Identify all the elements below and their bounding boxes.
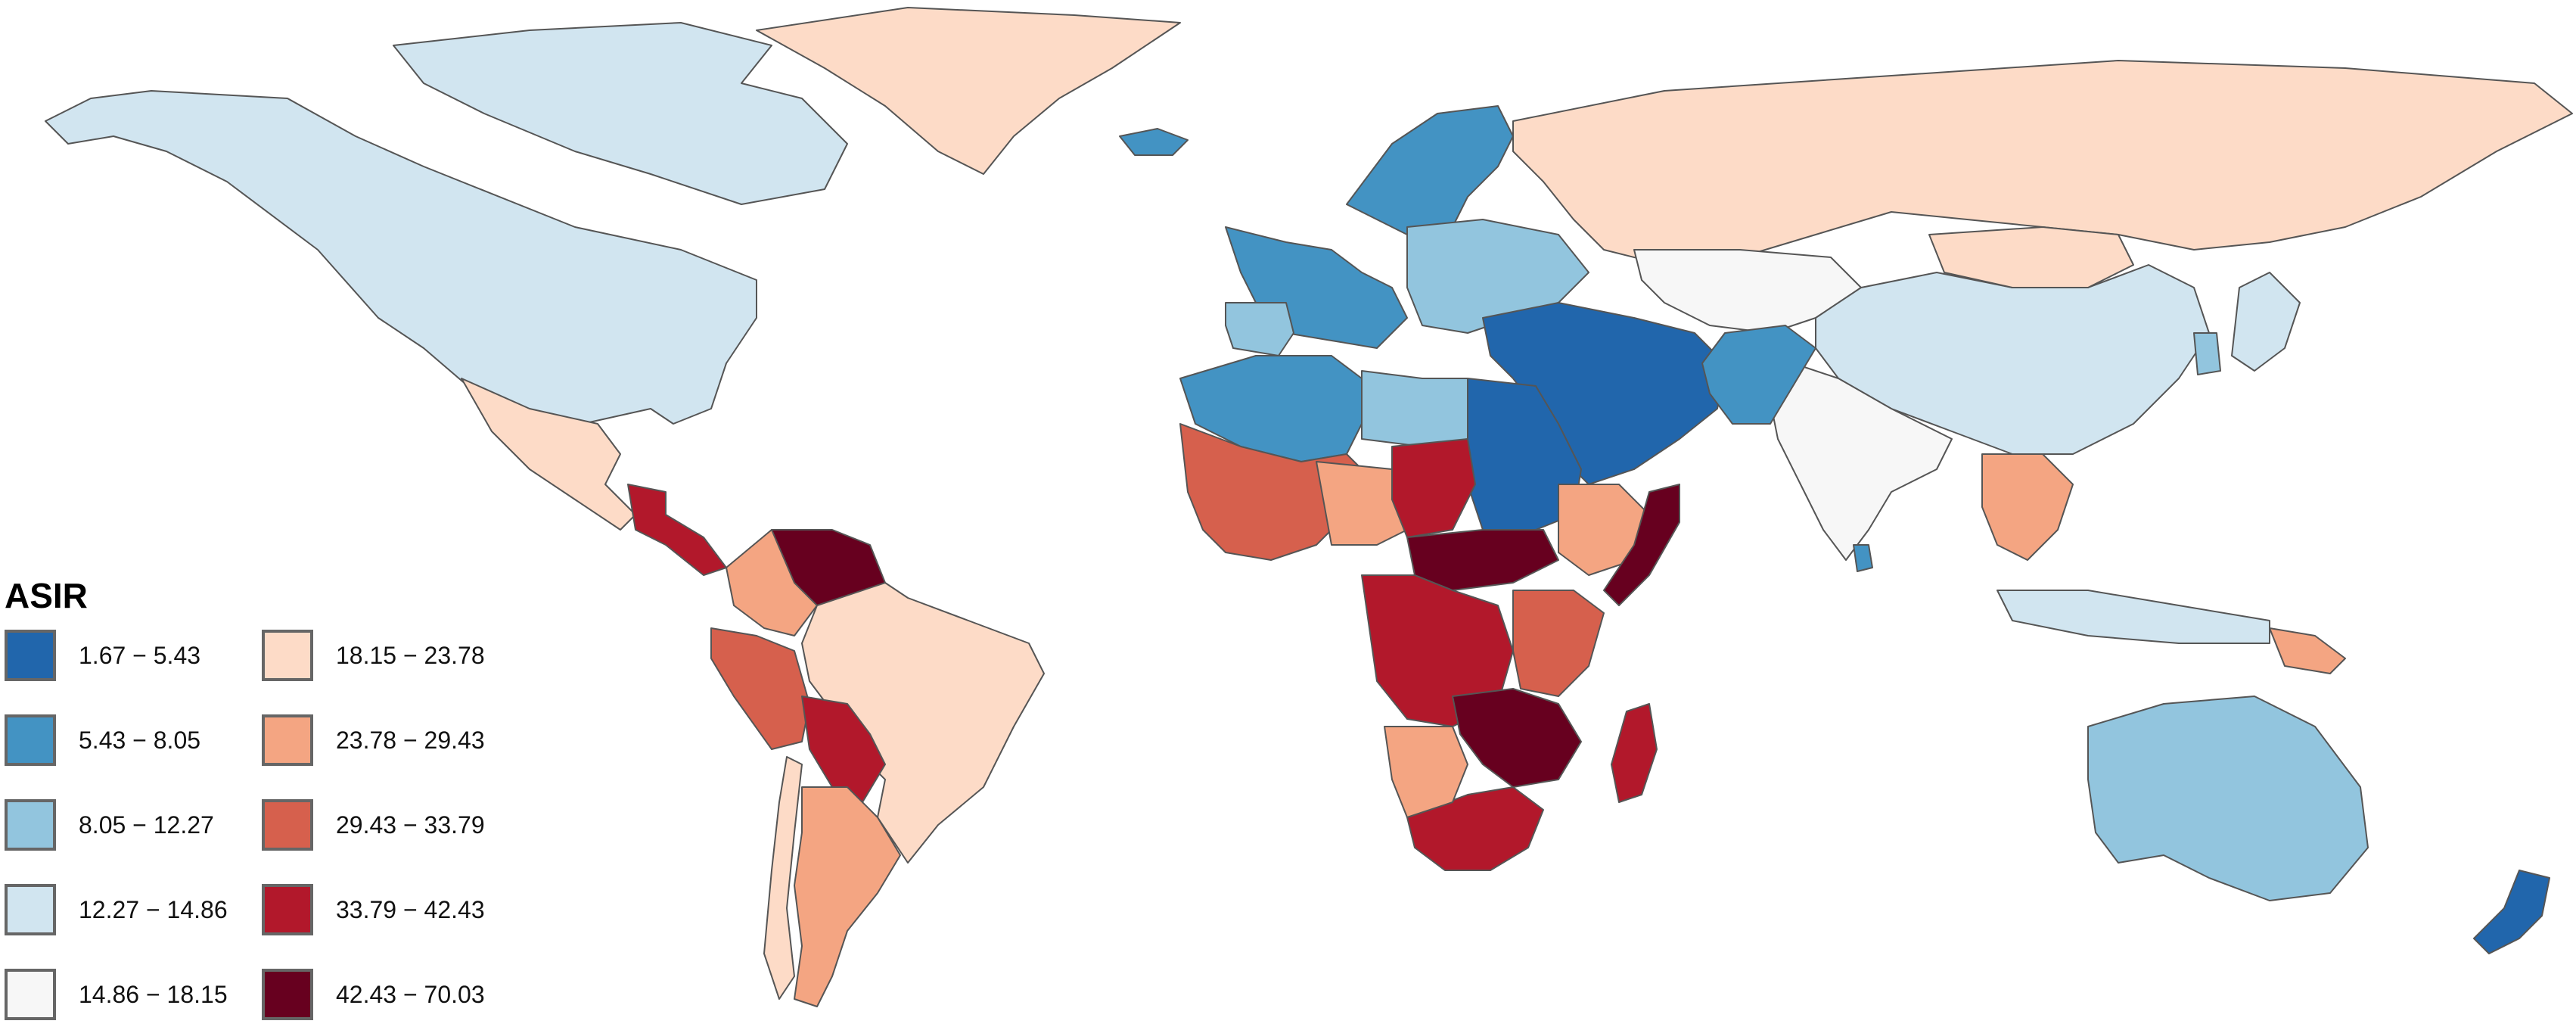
region-iceland bbox=[1119, 128, 1189, 156]
legend-swatch bbox=[262, 630, 313, 681]
legend-label: 12.27 − 14.86 bbox=[79, 895, 228, 923]
region-madagascar bbox=[1611, 703, 1658, 803]
legend-label: 14.86 − 18.15 bbox=[79, 980, 228, 1008]
legend-label: 23.78 − 29.43 bbox=[336, 726, 485, 754]
legend-title: ASIR bbox=[5, 576, 88, 615]
region-chad bbox=[1391, 438, 1476, 538]
legend-label: 8.05 − 12.27 bbox=[79, 811, 214, 839]
region-indonesia bbox=[1996, 590, 2270, 644]
regions-layer bbox=[45, 7, 2573, 1007]
region-central-america bbox=[627, 484, 727, 576]
region-maghreb bbox=[1179, 355, 1363, 462]
region-papua-new-guinea bbox=[2269, 627, 2346, 674]
legend-swatch bbox=[5, 969, 56, 1020]
legend-item: 18.15 − 23.78 bbox=[262, 628, 485, 683]
region-iberia bbox=[1225, 302, 1294, 356]
region-southeast-asia bbox=[1981, 453, 2074, 561]
legend-item: 1.67 − 5.43 bbox=[5, 628, 200, 683]
legend-item: 8.05 − 12.27 bbox=[5, 798, 214, 852]
legend-swatch bbox=[5, 884, 56, 935]
region-namibia-botswana bbox=[1384, 726, 1468, 818]
legend-label: 42.43 − 70.03 bbox=[336, 980, 485, 1008]
region-zambia-zimbabwe bbox=[1452, 688, 1582, 788]
region-chile bbox=[763, 756, 803, 1000]
legend-item: 33.79 − 42.43 bbox=[262, 882, 485, 937]
legend-label: 29.43 − 33.79 bbox=[336, 811, 485, 839]
region-canadian-arctic bbox=[393, 22, 848, 205]
legend-label: 5.43 − 8.05 bbox=[79, 726, 201, 754]
region-east-africa bbox=[1512, 590, 1605, 697]
region-new-zealand bbox=[2473, 870, 2550, 954]
region-mongolia bbox=[1928, 226, 2134, 288]
region-argentina bbox=[794, 786, 901, 1007]
region-india bbox=[1770, 363, 1953, 561]
region-libya bbox=[1361, 370, 1468, 447]
region-peru bbox=[710, 627, 810, 750]
region-southern-africa bbox=[1406, 786, 1544, 871]
region-bolivia bbox=[801, 696, 886, 803]
legend-item: 14.86 − 18.15 bbox=[5, 967, 228, 1022]
region-colombia bbox=[726, 529, 818, 636]
legend-swatch bbox=[5, 714, 56, 766]
legend-swatch bbox=[262, 714, 313, 766]
region-russia bbox=[1512, 60, 2573, 266]
region-korea bbox=[2193, 332, 2221, 375]
region-somalia bbox=[1603, 484, 1680, 606]
region-australia bbox=[2087, 696, 2369, 901]
legend-swatch bbox=[262, 969, 313, 1020]
legend-item: 5.43 − 8.05 bbox=[5, 713, 200, 767]
region-greenland bbox=[756, 7, 1181, 175]
region-sri-lanka bbox=[1853, 544, 1873, 572]
region-japan bbox=[2231, 272, 2301, 372]
legend-item: 42.43 − 70.03 bbox=[262, 967, 485, 1022]
legend-item: 23.78 − 29.43 bbox=[262, 713, 485, 767]
legend-label: 33.79 − 42.43 bbox=[336, 895, 485, 923]
legend-item: 29.43 − 33.79 bbox=[262, 798, 485, 852]
region-pakistan bbox=[1701, 325, 1816, 425]
legend-swatch bbox=[5, 630, 56, 681]
legend-label: 1.67 − 5.43 bbox=[79, 641, 201, 669]
legend-swatch bbox=[5, 799, 56, 851]
legend-item: 12.27 − 14.86 bbox=[5, 882, 228, 937]
legend-label: 18.15 − 23.78 bbox=[336, 641, 485, 669]
legend: ASIR 1.67 − 5.43 5.43 − 8.05 8.05 − 12.27 1… bbox=[5, 575, 519, 1020]
legend-swatch bbox=[262, 799, 313, 851]
region-central-asia bbox=[1633, 249, 1862, 334]
legend-swatch bbox=[262, 884, 313, 935]
